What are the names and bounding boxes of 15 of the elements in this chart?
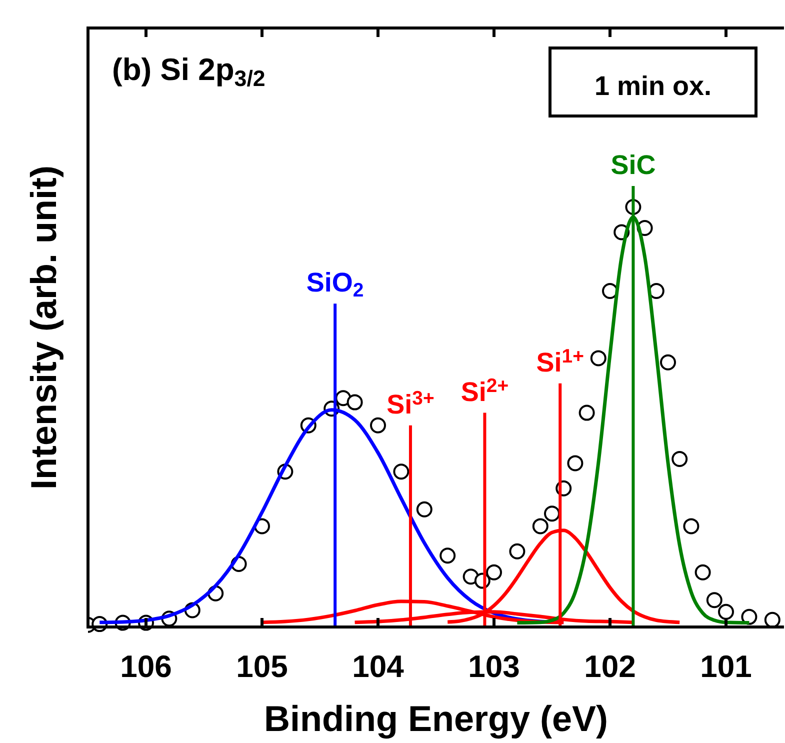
x-axis-title: Binding Energy (eV) bbox=[264, 698, 608, 739]
x-tick-label: 105 bbox=[236, 649, 288, 684]
x-tick-label: 106 bbox=[120, 649, 172, 684]
annotation: Si$^{2+}$ bbox=[460, 375, 509, 407]
annotation: SiC bbox=[610, 150, 656, 180]
annotation: Si$^{3+}$ bbox=[386, 388, 434, 420]
annotation: Si$^{1+}$ bbox=[536, 346, 584, 378]
x-tick-label: 102 bbox=[584, 649, 636, 684]
annotation: SiO$_{2}$ bbox=[306, 268, 364, 302]
x-tick-label: 104 bbox=[352, 649, 405, 684]
x-tick-label: 101 bbox=[700, 649, 752, 684]
y-axis-title: Intensity (arb. unit) bbox=[23, 166, 64, 490]
chart-title: (b) Si 2p$_{3/2}$ bbox=[112, 52, 266, 90]
x-tick-label: 103 bbox=[468, 649, 520, 684]
text: 1 min ox. bbox=[594, 71, 712, 101]
